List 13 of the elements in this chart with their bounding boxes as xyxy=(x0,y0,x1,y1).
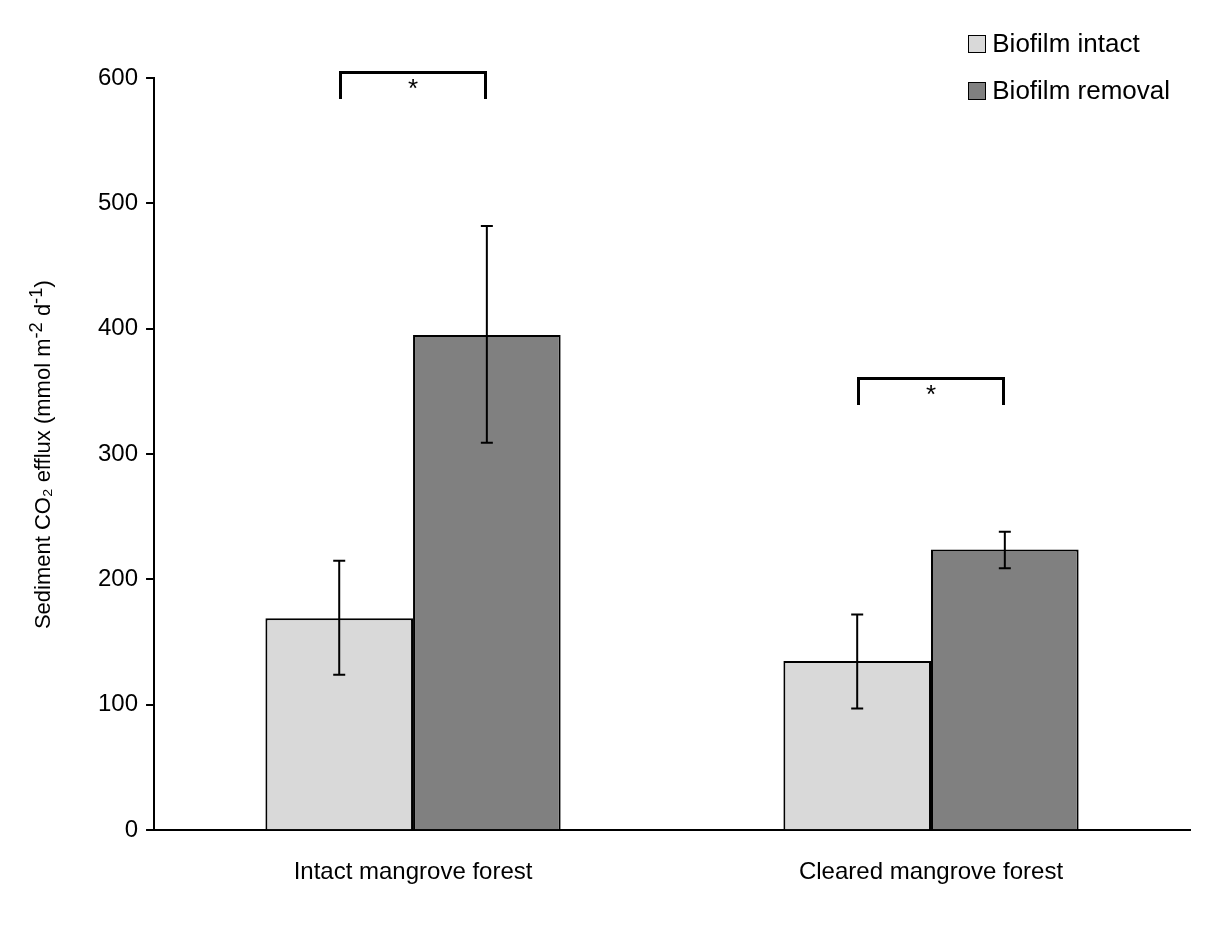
y-tick-label: 200 xyxy=(98,564,139,592)
y-tick-label: 600 xyxy=(98,62,139,90)
annotation: * xyxy=(925,378,937,410)
legend-label: Biofilm intact xyxy=(992,28,1140,59)
y-tick-label: 400 xyxy=(98,313,139,341)
y-tick-label: 300 xyxy=(98,438,139,466)
y-tick-label: 100 xyxy=(98,689,139,717)
legend-label: Biofilm removal xyxy=(992,75,1170,106)
x-tick-label: Cleared mangrove forest xyxy=(798,857,1064,885)
x-tick-label: Intact mangrove forest xyxy=(293,857,533,885)
annotation: * xyxy=(407,72,419,104)
y-tick-label: 0 xyxy=(124,814,139,842)
y-tick-label: 500 xyxy=(98,187,139,215)
